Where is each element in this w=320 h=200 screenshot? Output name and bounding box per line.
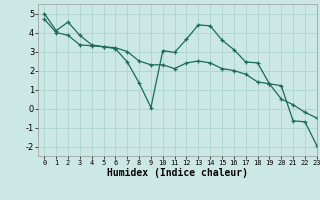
X-axis label: Humidex (Indice chaleur): Humidex (Indice chaleur) bbox=[107, 168, 248, 178]
